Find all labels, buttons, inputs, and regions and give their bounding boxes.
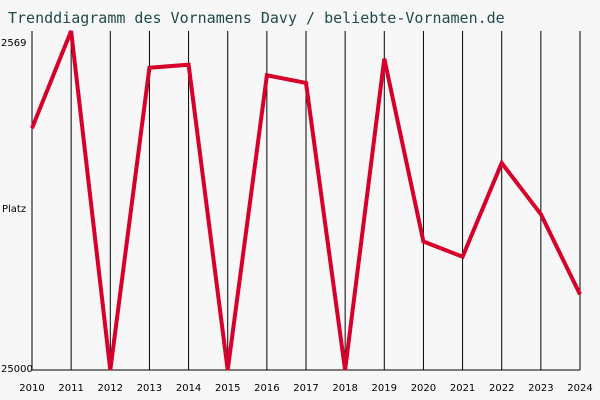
x-tick-2016: 2016 xyxy=(254,383,279,394)
y-axis-label: Platz xyxy=(2,204,26,215)
x-tick-2018: 2018 xyxy=(332,383,357,394)
x-tick-2021: 2021 xyxy=(450,383,475,394)
y-tick-25000: 25000 xyxy=(1,364,33,375)
x-tick-2012: 2012 xyxy=(98,383,123,394)
x-tick-2017: 2017 xyxy=(293,383,318,394)
x-tick-2022: 2022 xyxy=(489,383,514,394)
x-tick-2014: 2014 xyxy=(176,383,201,394)
series-group xyxy=(30,30,582,371)
gridlines xyxy=(31,31,581,370)
x-tick-2024: 2024 xyxy=(567,383,592,394)
x-tick-2020: 2020 xyxy=(411,383,436,394)
chart-title: Trenddiagramm des Vornamens Davy / belie… xyxy=(8,9,505,27)
y-tick-labels: 2569 25000 xyxy=(1,38,33,375)
x-tick-2013: 2013 xyxy=(137,383,162,394)
x-tick-2010: 2010 xyxy=(19,383,44,394)
y-tick-2569: 2569 xyxy=(1,38,26,49)
x-tick-2011: 2011 xyxy=(58,383,83,394)
x-tick-2019: 2019 xyxy=(372,383,397,394)
x-tick-2023: 2023 xyxy=(528,383,553,394)
x-tick-labels: 2010 2011 2012 2013 2014 2015 2016 2017 2018 2019… xyxy=(19,383,592,394)
x-tick-2015: 2015 xyxy=(215,383,240,394)
